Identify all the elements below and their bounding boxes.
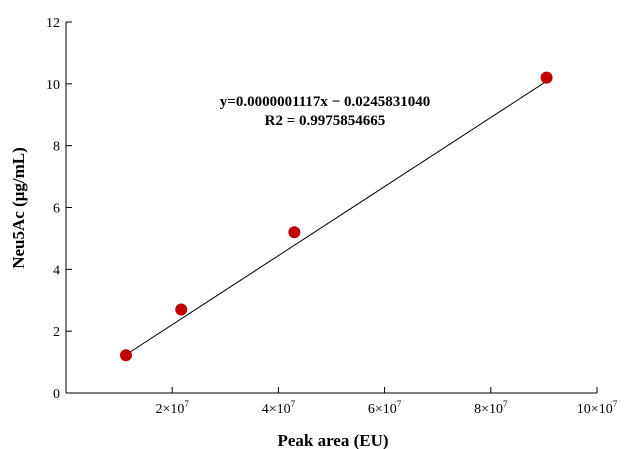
y-tick-label: 0 [53,387,60,402]
y-tick-label: 12 [46,16,60,31]
y-tick-label: 4 [53,263,60,278]
x-axis-title: Peak area (EU) [277,431,388,449]
data-point [288,226,301,239]
x-tick-label: 2×107 [155,399,189,417]
axes [65,22,597,394]
data-point [120,349,133,362]
y-tick-label: 8 [53,140,60,155]
x-tick-label: 10×107 [577,399,618,417]
data-point [175,303,188,316]
y-tick-label: 6 [53,202,60,217]
x-tick-label: 8×107 [474,399,508,417]
r2-annotation: R2 = 0.9975854665 [265,113,386,129]
x-tick-label: 4×107 [262,399,296,417]
x-tick-label: 6×107 [368,399,402,417]
ticks: 0 2 4 6 8 10 12 2×107 4×107 6×107 8×107 10×107 [46,16,618,417]
y-tick-label: 2 [53,325,60,340]
data-point [540,71,553,84]
fit-line [125,80,547,356]
data-points [120,71,553,362]
y-axis-title: Neu5Ac (μg/mL) [9,147,28,269]
y-tick-label: 10 [46,78,60,93]
equation-annotation: y=0.0000001117x − 0.0245831040 [220,94,430,110]
